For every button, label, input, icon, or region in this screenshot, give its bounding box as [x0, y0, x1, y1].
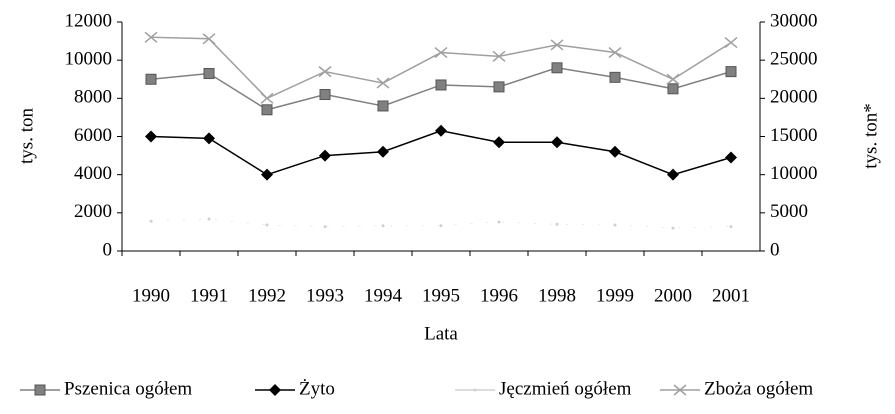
marker — [207, 217, 211, 221]
marker — [729, 225, 733, 229]
marker — [667, 83, 679, 95]
y2-tick-label: 10000 — [770, 163, 818, 184]
marker — [435, 79, 447, 91]
marker — [319, 89, 331, 101]
x-tick-label: 1993 — [306, 285, 344, 306]
legend-label: Pszenica ogółem — [64, 378, 192, 399]
marker — [673, 384, 687, 396]
legend-label: Żyto — [299, 378, 335, 399]
marker — [261, 104, 273, 116]
marker — [269, 384, 281, 396]
y-tick-label: 4000 — [74, 163, 112, 184]
marker — [613, 223, 617, 227]
y-tick-label: 2000 — [74, 201, 112, 222]
marker — [493, 81, 505, 93]
marker — [323, 225, 327, 229]
marker — [551, 136, 563, 149]
marker — [319, 149, 331, 162]
y2-tick-label: 5000 — [770, 201, 808, 222]
marker — [145, 73, 157, 85]
x-axis-label: Lata — [424, 323, 458, 344]
legend-label: Zboża ogółem — [704, 378, 813, 399]
marker — [145, 130, 157, 143]
marker — [203, 68, 215, 80]
x-tick-label: 1992 — [248, 285, 286, 306]
y2-tick-label: 25000 — [770, 49, 818, 70]
marker — [724, 37, 738, 49]
y-axis-label: tys. ton — [16, 108, 37, 164]
marker — [555, 222, 559, 226]
marker — [318, 66, 332, 78]
marker — [376, 77, 390, 89]
marker — [473, 388, 477, 392]
marker — [434, 46, 448, 59]
x-tick-label: 2001 — [712, 285, 750, 306]
x-tick-label: 1999 — [596, 285, 634, 306]
marker — [149, 219, 153, 223]
marker — [493, 136, 505, 149]
marker — [144, 31, 158, 43]
marker — [551, 62, 563, 74]
marker — [671, 226, 675, 230]
marker — [377, 100, 389, 112]
y-tick-label: 8000 — [74, 87, 112, 108]
x-tick-label: 1990 — [132, 285, 170, 306]
legend-label: Jęczmień ogółem — [499, 378, 632, 399]
marker — [381, 224, 385, 228]
marker — [492, 50, 506, 62]
marker — [265, 223, 269, 227]
marker — [260, 92, 274, 104]
marker — [435, 124, 447, 137]
marker — [608, 46, 622, 59]
marker — [609, 71, 621, 83]
y2-tick-label: 30000 — [770, 10, 818, 31]
y2-tick-label: 20000 — [770, 87, 818, 108]
series-line — [150, 129, 732, 176]
marker — [725, 151, 737, 164]
marker — [666, 73, 680, 85]
marker — [497, 220, 501, 224]
x-tick-label: 2000 — [654, 285, 692, 306]
marker — [203, 132, 215, 145]
y2-tick-label: 15000 — [770, 125, 818, 146]
y2-axis-label: tys. ton* — [860, 103, 881, 168]
y2-tick-label: 0 — [770, 239, 780, 260]
x-tick-label: 1998 — [538, 285, 576, 306]
y-tick-label: 10000 — [65, 49, 113, 70]
y-tick-label: 6000 — [74, 125, 112, 146]
x-tick-label: 1996 — [480, 285, 518, 306]
x-tick-label: 1995 — [422, 285, 460, 306]
marker — [34, 384, 46, 396]
series-line — [150, 218, 732, 229]
marker — [377, 145, 389, 158]
y-tick-label: 0 — [103, 239, 113, 260]
marker — [550, 39, 564, 51]
marker — [439, 224, 443, 228]
marker — [202, 33, 216, 45]
y-tick-label: 12000 — [65, 10, 113, 31]
x-tick-label: 1994 — [364, 285, 403, 306]
marker — [261, 168, 273, 181]
marker — [725, 66, 737, 78]
marker — [609, 145, 621, 158]
marker — [667, 168, 679, 181]
x-tick-label: 1991 — [190, 285, 228, 306]
